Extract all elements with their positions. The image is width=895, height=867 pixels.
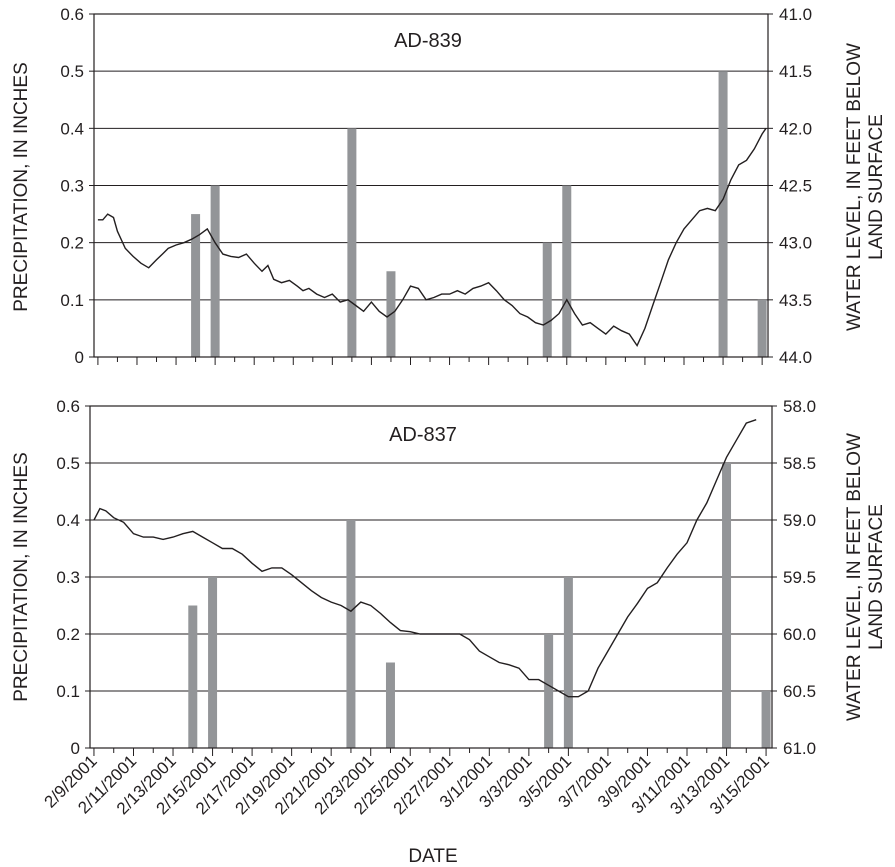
- left-tick-label: 0.5: [56, 454, 80, 473]
- right-tick-label: 41.0: [779, 5, 812, 24]
- left-tick-label: 0: [71, 739, 80, 758]
- left-tick-label: 0.4: [60, 119, 84, 138]
- left-tick-label: 0.3: [56, 568, 80, 587]
- right-tick-label: 60.5: [783, 682, 816, 701]
- grid-lines: [94, 70, 768, 301]
- left-tick-label: 0.2: [60, 234, 84, 253]
- precipitation-bar: [542, 242, 552, 357]
- precipitation-bar: [562, 185, 572, 357]
- right-axis-label-line-1: WATER LEVEL, IN FEET BELOW: [844, 433, 865, 721]
- panel-title: AD-839: [394, 30, 462, 52]
- right-tick-label: 59.0: [783, 511, 816, 530]
- x-ticks: [97, 357, 763, 365]
- panel-title: AD-837: [389, 424, 457, 446]
- right-tick-label: 58.0: [783, 397, 816, 416]
- right-tick-label: 61.0: [783, 739, 816, 758]
- x-ticks: [93, 748, 767, 756]
- right-tick-label: 43.0: [779, 234, 812, 253]
- precipitation-bars: [191, 71, 767, 358]
- left-tick-label: 0.6: [60, 5, 84, 24]
- precipitation-bar: [385, 662, 395, 748]
- panel-ad-839: 0 0.1 0.2 0.3 0.4 0.5 0.6 44.0 43.5 43.0 42.5 42.0…: [11, 5, 887, 367]
- grid-lines: [90, 462, 772, 692]
- precipitation-bar: [563, 577, 573, 748]
- left-axis-ticks: 0 0.1 0.2 0.3 0.4 0.5 0.6: [56, 397, 90, 758]
- panel-ad-837: 2/9/20012/11/20012/13/20012/15/20012/17/…: [11, 397, 887, 867]
- x-axis-label: DATE: [408, 846, 457, 867]
- right-axis-label-line-2: LAND SURFACE: [866, 504, 887, 650]
- water-level-line: [97, 127, 767, 348]
- right-tick-label: 43.5: [779, 291, 812, 310]
- left-tick-label: 0: [75, 348, 84, 367]
- left-axis-label: PRECIPITATION, IN INCHES: [11, 62, 32, 312]
- left-tick-label: 0.5: [60, 62, 84, 81]
- left-tick-label: 0.2: [56, 625, 80, 644]
- right-tick-label: 42.5: [779, 177, 812, 196]
- right-axis-label-line-1: WATER LEVEL, IN FEET BELOW: [844, 43, 865, 331]
- precipitation-bar: [188, 605, 198, 748]
- precipitation-bar: [757, 299, 767, 357]
- precipitation-bar: [722, 463, 732, 748]
- precipitation-bar: [544, 634, 554, 748]
- right-axis-label-line-2: LAND SURFACE: [866, 114, 887, 260]
- right-tick-label: 41.5: [779, 62, 812, 81]
- left-tick-label: 0.1: [60, 291, 84, 310]
- left-axis-label: PRECIPITATION, IN INCHES: [11, 452, 32, 702]
- water-level-line: [93, 419, 757, 698]
- right-tick-label: 58.5: [783, 454, 816, 473]
- left-axis-ticks: 0 0.1 0.2 0.3 0.4 0.5 0.6: [60, 5, 94, 367]
- precipitation-bars: [188, 463, 771, 748]
- right-tick-label: 42.0: [779, 119, 812, 138]
- precipitation-bar: [210, 185, 220, 357]
- precipitation-bar: [761, 691, 771, 748]
- right-tick-label: 59.5: [783, 568, 816, 587]
- precipitation-bar: [718, 71, 728, 358]
- precipitation-bar: [346, 520, 356, 748]
- right-tick-label: 44.0: [779, 348, 812, 367]
- precipitation-bar: [347, 128, 357, 357]
- precipitation-bar: [208, 577, 218, 748]
- x-tick-labels: 2/9/20012/11/20012/13/20012/15/20012/17/…: [41, 751, 773, 818]
- right-axis-ticks: 44.0 43.5 43.0 42.5 42.0 41.5 41.0: [768, 5, 812, 367]
- left-tick-label: 0.4: [56, 511, 80, 530]
- precipitation-bar: [191, 214, 201, 357]
- left-tick-label: 0.6: [56, 397, 80, 416]
- left-tick-label: 0.1: [56, 682, 80, 701]
- right-tick-label: 60.0: [783, 625, 816, 644]
- right-axis-ticks: 61.0 60.5 60.0 59.5 59.0 58.5 58.0: [772, 397, 816, 758]
- left-tick-label: 0.3: [60, 177, 84, 196]
